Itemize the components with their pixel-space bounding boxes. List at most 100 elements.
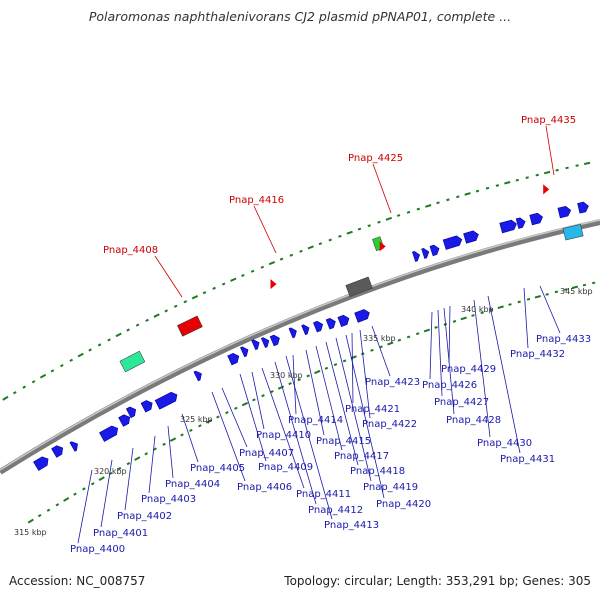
gene-label-pnap-4422[interactable]: Pnap_4422 (362, 419, 417, 430)
red-marker (379, 241, 386, 252)
gene-label-pnap-4429[interactable]: Pnap_4429 (441, 364, 496, 375)
scale-tick (299, 249, 303, 253)
scale-tick (306, 374, 310, 378)
gene-label-pnap-4403[interactable]: Pnap_4403 (141, 494, 196, 505)
gene-label-pnap-4423[interactable]: Pnap_4423 (365, 377, 420, 388)
gene-label-pnap-4409[interactable]: Pnap_4409 (258, 462, 313, 473)
gene-arrow (442, 235, 463, 250)
leader-line (148, 435, 156, 494)
gene-label-pnap-4407[interactable]: Pnap_4407 (239, 448, 294, 459)
gene-arrow (118, 414, 131, 427)
scale-tick (261, 394, 265, 398)
scale-tick (346, 230, 353, 235)
gene-arrow (411, 251, 421, 262)
scale-tick (27, 518, 34, 524)
red-marker (543, 184, 550, 195)
scale-tick (564, 288, 568, 291)
leader-line (253, 205, 277, 254)
scale-tick (97, 343, 102, 347)
scale-tick (73, 492, 77, 496)
scale-label-345: 345 kbp (560, 287, 593, 296)
gene-label-pnap-4412[interactable]: Pnap_4412 (308, 505, 363, 516)
scale-tick (328, 238, 332, 242)
scale-tick (277, 385, 285, 390)
scale-tick (526, 297, 531, 301)
gene-label-pnap-4431[interactable]: Pnap_4431 (500, 454, 555, 465)
scale-label-315: 315 kbp (14, 528, 47, 537)
leader-line (251, 371, 265, 430)
scale-tick (180, 433, 184, 437)
leader-line (239, 373, 267, 462)
gene-label-pnap-4419[interactable]: Pnap_4419 (363, 482, 418, 493)
scale-tick (318, 242, 323, 246)
scale-tick (191, 295, 199, 300)
gene-arrow (354, 309, 370, 323)
gene-arrow (51, 445, 64, 458)
scale-tick (164, 309, 168, 313)
leader-line (325, 341, 359, 466)
highlight-label-pnap-4408[interactable]: Pnap_4408 (103, 245, 158, 256)
scale-tick (571, 285, 579, 289)
scale-tick (288, 382, 292, 386)
scale-tick (446, 198, 450, 202)
highlight-label-pnap-4416[interactable]: Pnap_4416 (229, 195, 284, 206)
highlight-label-pnap-4425[interactable]: Pnap_4425 (348, 153, 403, 164)
scale-tick (415, 332, 420, 336)
gene-label-pnap-4406[interactable]: Pnap_4406 (237, 482, 292, 493)
scale-tick (367, 224, 371, 228)
gene-label-pnap-4426[interactable]: Pnap_4426 (422, 380, 477, 391)
scale-tick (406, 210, 411, 214)
scale-tick (169, 437, 177, 442)
gene-arrow (337, 314, 350, 328)
scale-tick (545, 293, 549, 296)
scale-tick (126, 461, 131, 466)
scale-tick (338, 234, 342, 238)
scale-tick (297, 378, 301, 382)
gene-label-pnap-4418[interactable]: Pnap_4418 (350, 466, 405, 477)
gene-label-pnap-4401[interactable]: Pnap_4401 (93, 528, 148, 539)
gene-label-pnap-4405[interactable]: Pnap_4405 (190, 463, 245, 474)
leader-line (315, 345, 343, 451)
gene-label-pnap-4402[interactable]: Pnap_4402 (117, 511, 172, 522)
scale-tick (314, 369, 321, 375)
gene-label-pnap-4433[interactable]: Pnap_4433 (536, 334, 591, 345)
gene-label-pnap-4427[interactable]: Pnap_4427 (434, 397, 489, 408)
leader-line (77, 469, 93, 544)
scale-tick (252, 398, 256, 402)
gene-arrow (227, 353, 240, 366)
gene-label-pnap-4400[interactable]: Pnap_4400 (70, 544, 125, 555)
gene-label-pnap-4417[interactable]: Pnap_4417 (334, 451, 389, 462)
gene-arrow (429, 244, 440, 257)
gene-label-pnap-4432[interactable]: Pnap_4432 (510, 349, 565, 360)
gene-label-pnap-4420[interactable]: Pnap_4420 (376, 499, 431, 510)
gene-label-pnap-4410[interactable]: Pnap_4410 (256, 430, 311, 441)
gene-arrow (33, 456, 49, 471)
gene-label-pnap-4411[interactable]: Pnap_4411 (296, 489, 351, 500)
gene-arrow (288, 327, 297, 339)
scale-tick (50, 369, 55, 373)
gene-label-pnap-4404[interactable]: Pnap_4404 (165, 479, 220, 490)
leader-line (181, 413, 199, 463)
gene-label-pnap-4428[interactable]: Pnap_4428 (446, 415, 501, 426)
scale-tick (183, 300, 188, 304)
scale-tick (471, 314, 475, 317)
leader-line (100, 459, 113, 528)
gene-label-pnap-4414[interactable]: Pnap_4414 (288, 415, 343, 426)
gene-arrow (260, 337, 270, 348)
scale-tick (250, 269, 255, 273)
scale-tick (31, 380, 36, 384)
scale-tick (307, 245, 314, 250)
scale-tick (82, 487, 86, 491)
scale-tick (436, 201, 440, 205)
leader-line (523, 287, 529, 349)
gene-label-pnap-4421[interactable]: Pnap_4421 (345, 404, 400, 415)
scale-tick (379, 345, 383, 349)
gene-label-pnap-4430[interactable]: Pnap_4430 (477, 438, 532, 449)
gene-label-pnap-4415[interactable]: Pnap_4415 (316, 436, 371, 447)
gene-label-pnap-4413[interactable]: Pnap_4413 (324, 520, 379, 531)
leader-line (487, 295, 521, 454)
gene-arrow (325, 318, 336, 330)
leader-line (429, 311, 433, 380)
highlight-label-pnap-4435[interactable]: Pnap_4435 (521, 115, 576, 126)
